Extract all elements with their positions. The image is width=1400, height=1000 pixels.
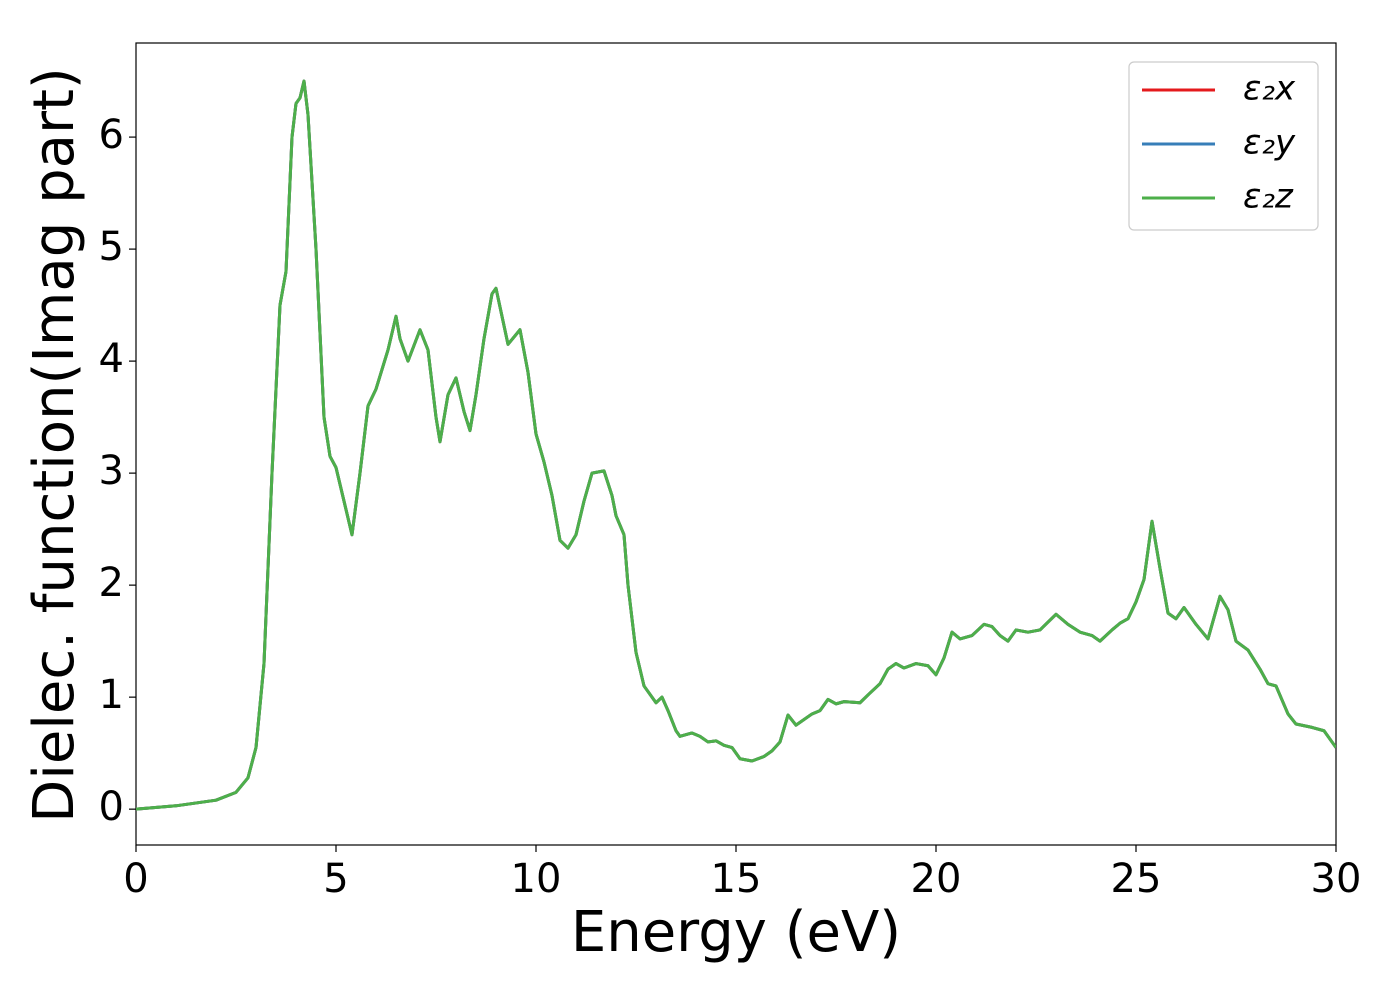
- data-line: [136, 79, 1336, 811]
- y-tick-label: 5: [99, 224, 124, 270]
- legend-box: [1128, 61, 1319, 231]
- y-tick-label: 2: [99, 560, 124, 606]
- y-tick-label: 4: [99, 336, 124, 382]
- x-tick-label: 30: [1311, 856, 1362, 902]
- x-tick-label: 0: [123, 856, 148, 902]
- x-tick-label: 20: [911, 856, 962, 902]
- y-tick-label: 0: [99, 784, 124, 830]
- y-tick-label: 1: [99, 672, 124, 718]
- legend-label: ε₂z: [1243, 177, 1294, 217]
- x-tick-label: 5: [323, 856, 348, 902]
- y-axis-label: Dielec. function(Imag part): [22, 67, 87, 823]
- legend-label: ε₂x: [1243, 69, 1296, 109]
- x-tick-label: 15: [711, 856, 762, 902]
- x-tick-label: 10: [511, 856, 562, 902]
- x-tick-label: 25: [1111, 856, 1162, 902]
- y-tick-label: 6: [99, 112, 124, 158]
- x-axis-label: Energy (eV): [571, 900, 901, 965]
- legend-label: ε₂y: [1243, 123, 1296, 163]
- y-tick-label: 3: [99, 448, 124, 494]
